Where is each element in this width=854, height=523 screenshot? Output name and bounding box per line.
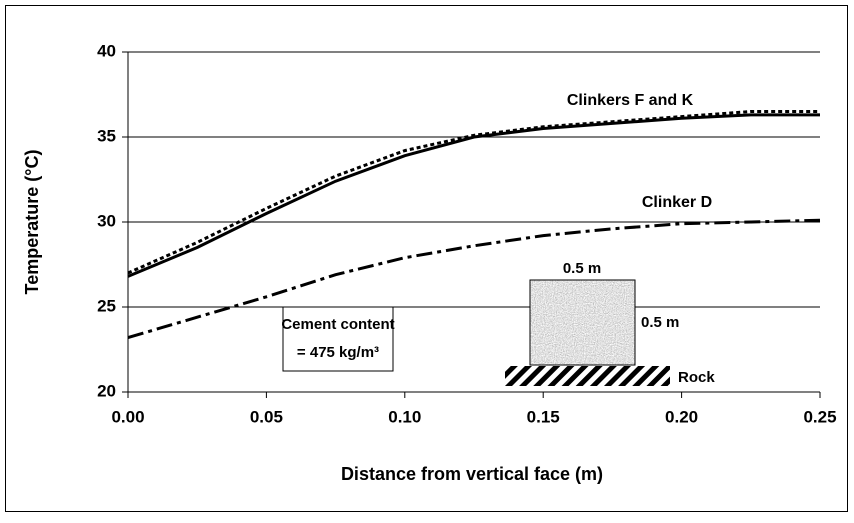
x-axis-title: Distance from vertical face (m) [341,464,603,484]
annotation: = 475 kg/m³ [297,344,379,361]
annotation: Clinkers F and K [567,92,694,109]
line-series [127,110,820,275]
concrete-block [529,279,636,366]
y-tick-label: 35 [97,126,116,145]
x-tick-label: 0.15 [527,407,560,426]
chart-border [5,5,848,512]
annotation: Clinker D [642,194,712,211]
y-tick-label: 30 [97,211,116,230]
annotation: 0.5 m [641,314,679,331]
y-axis-title: Temperature (°C) [22,150,42,295]
x-tick-label: 0.25 [803,407,836,426]
annotation: Rock [678,369,715,386]
x-tick-label: 0.20 [665,407,698,426]
x-tick-label: 0.05 [250,407,283,426]
x-tick-label: 0.10 [388,407,421,426]
annotation-box [282,306,394,372]
line-series [127,113,820,278]
annotation: 0.5 m [563,260,601,277]
rock [505,366,670,386]
y-tick-label: 25 [97,296,116,315]
x-tick-label: 0.00 [111,407,144,426]
concrete-block-outline [529,279,636,366]
y-tick-label: 40 [97,41,116,60]
annotation: Cement content [281,316,394,333]
grid [122,51,821,398]
line-series [127,218,821,340]
y-tick-label: 20 [97,381,116,400]
